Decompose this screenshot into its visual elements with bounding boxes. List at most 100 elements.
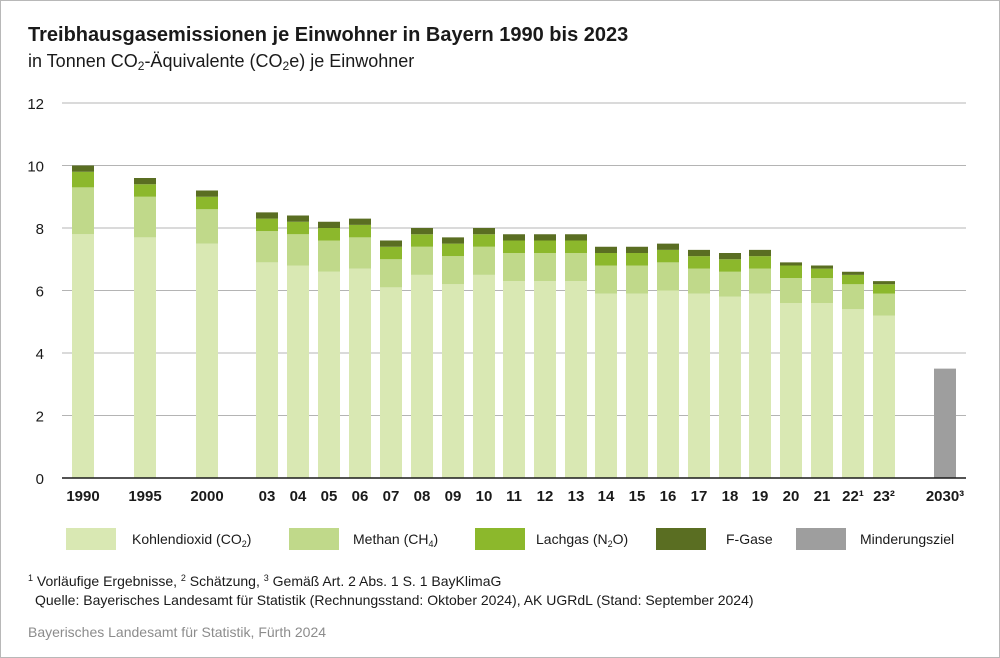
x-tick-label-22: 22¹ (842, 488, 864, 505)
y-tick-label-0: 0 (36, 471, 44, 488)
bar-segment-0-22 (842, 309, 864, 478)
x-tick-label-10: 10 (476, 488, 493, 505)
bar-segment-1-10 (473, 246, 495, 275)
bar-segment-3-4 (287, 215, 309, 222)
bar-segment-1-17 (688, 268, 710, 294)
x-tick-label-13: 13 (568, 488, 585, 505)
bar-segment-3-19 (749, 249, 771, 257)
bar-segment-1-8 (411, 246, 433, 275)
bar-segment-2-21 (811, 268, 833, 278)
bar-segment-1-16 (657, 262, 679, 291)
bar-segment-2-18 (719, 259, 741, 272)
bar-segment-3-17 (688, 249, 710, 257)
x-tick-label-1: 1995 (128, 488, 161, 505)
bar-segment-0-20 (780, 303, 802, 478)
bar-segment-2-2 (196, 196, 218, 210)
bar-segment-2-23 (873, 284, 895, 294)
bar-segment-3-5 (318, 221, 340, 228)
x-tick-label-23: 23² (873, 488, 895, 505)
bar-segment-0-4 (287, 265, 309, 478)
x-tick-label-21: 21 (814, 488, 831, 505)
legend-swatch-n2o (475, 528, 525, 550)
bar-segment-1-7 (380, 259, 402, 288)
x-tick-label-6: 06 (352, 488, 369, 505)
bar-segment-1-5 (318, 240, 340, 272)
bar-segment-1-19 (749, 268, 771, 294)
bar-segment-2-13 (565, 240, 587, 253)
bar-segment-0-18 (719, 296, 741, 478)
x-tick-label-16: 16 (660, 488, 677, 505)
bar-segment-3-14 (595, 246, 617, 253)
bar-segment-2-17 (688, 256, 710, 269)
bar-segment-1-18 (719, 271, 741, 297)
bar-segment-0-1 (134, 237, 156, 478)
bar-segment-2-3 (256, 218, 278, 232)
bar-segment-3-6 (349, 218, 371, 225)
x-tick-label-9: 09 (445, 488, 462, 505)
bar-segment-3-16 (657, 243, 679, 250)
bar-segment-3-3 (256, 212, 278, 219)
bar-segment-1-14 (595, 265, 617, 294)
bar-segment-2-7 (380, 246, 402, 260)
bar-segment-1-3 (256, 231, 278, 263)
x-tick-label-11: 11 (506, 488, 522, 505)
bar-segment-3-11 (503, 234, 525, 241)
y-tick-label-8: 8 (36, 221, 44, 238)
bar-segment-2-16 (657, 249, 679, 263)
legend-swatch-co2 (66, 528, 116, 550)
bar-segment-0-2 (196, 243, 218, 478)
bar-segment-3-8 (411, 228, 433, 235)
x-tick-label-4: 04 (290, 488, 307, 505)
bar-segment-3-22 (842, 271, 864, 275)
x-tick-label-18: 18 (722, 488, 739, 505)
bar-segment-0-19 (749, 293, 771, 478)
bar-segment-0-14 (595, 293, 617, 478)
bar-segment-3-0 (72, 165, 94, 172)
bar-segment-3-9 (442, 237, 464, 244)
bar-segment-3-23 (873, 281, 895, 285)
bar-segment-1-12 (534, 253, 556, 282)
bar-segment-2-19 (749, 256, 771, 269)
bar-segment-2-22 (842, 274, 864, 285)
bar-segment-3-2 (196, 190, 218, 197)
chart-subtitle: in Tonnen CO2-Äquivalente (CO2e) je Einw… (28, 51, 415, 73)
bar-segment-3-1 (134, 178, 156, 185)
y-tick-label-6: 6 (36, 284, 44, 301)
legend-swatch-target (796, 528, 846, 550)
bar-segment-2-11 (503, 240, 525, 253)
y-tick-label-12: 12 (27, 96, 44, 113)
bar-segment-0-0 (72, 234, 94, 478)
x-tick-label-2: 2000 (190, 488, 223, 505)
x-tick-label-24: 2030³ (926, 488, 964, 505)
footnote: 1 Vorläufige Ergebnisse, 2 Schätzung, 3 … (28, 573, 502, 589)
x-tick-label-7: 07 (383, 488, 400, 505)
bar-segment-0-16 (657, 290, 679, 478)
bar-segment-2-14 (595, 253, 617, 266)
bar-segment-2-10 (473, 234, 495, 247)
bar-segment-3-13 (565, 234, 587, 241)
bar-segment-2-20 (780, 265, 802, 278)
x-tick-label-17: 17 (691, 488, 708, 505)
bar-segment-1-0 (72, 187, 94, 235)
x-tick-label-19: 19 (752, 488, 769, 505)
chart-title: Treibhausgasemissionen je Einwohner in B… (28, 24, 629, 46)
bar-segment-0-13 (565, 281, 587, 478)
legend-swatch-ch4 (289, 528, 339, 550)
bar-segment-0-10 (473, 274, 495, 478)
bar-segment-1-9 (442, 256, 464, 285)
bar-segment-1-15 (626, 265, 648, 294)
x-tick-label-0: 1990 (66, 488, 99, 505)
bar-segment-0-11 (503, 281, 525, 478)
bar-segment-0-7 (380, 287, 402, 478)
bar-segment-1-23 (873, 293, 895, 316)
bar-segment-1-2 (196, 209, 218, 244)
x-tick-label-15: 15 (629, 488, 646, 505)
y-tick-label-2: 2 (36, 409, 44, 426)
bar-segment-2-5 (318, 228, 340, 241)
bar-segment-2-4 (287, 221, 309, 235)
bar-chart: 0 2 4 6 8 10 12 1990 1995 2000 03 04 05 06 07 08 09 10 11 1… (27, 96, 966, 505)
x-tick-label-20: 20 (783, 488, 800, 505)
bar-segment-3-12 (534, 234, 556, 241)
bar-segment-1-11 (503, 253, 525, 282)
bar-segment-1-20 (780, 278, 802, 303)
